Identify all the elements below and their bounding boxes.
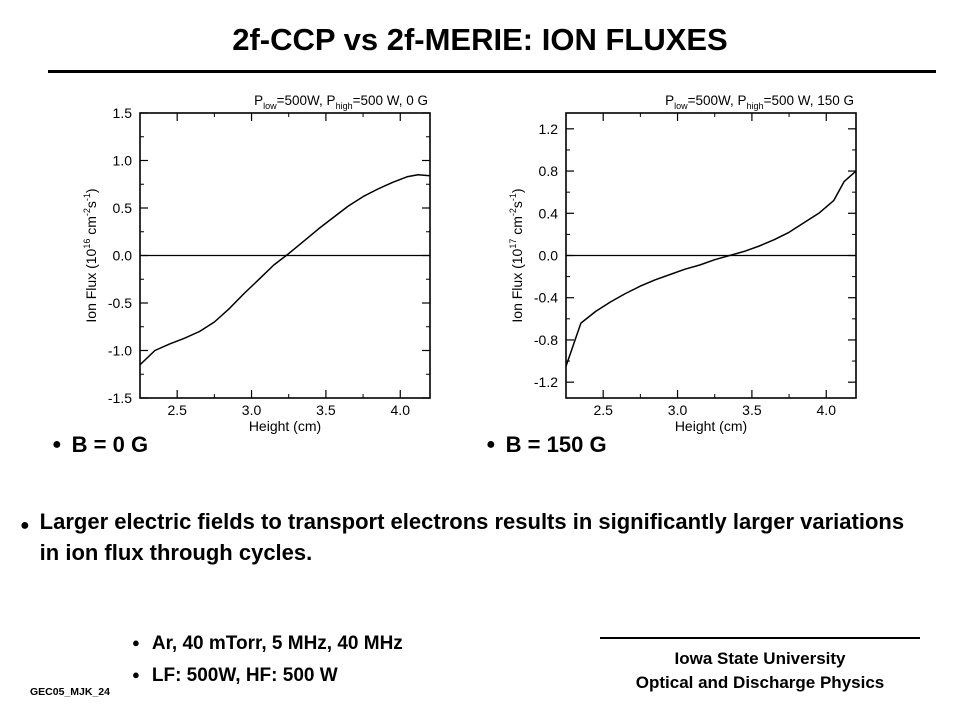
- y-axis-label: Ion Flux (1017 cm-2s-1): [508, 188, 525, 322]
- x-tick-label: 3.5: [316, 402, 336, 418]
- y-label-text: cm: [83, 216, 99, 239]
- caption-b0-text: B = 0 G: [71, 432, 149, 457]
- y-label-exponent: 16: [82, 239, 92, 249]
- y-tick-label: -1.5: [108, 390, 132, 406]
- plot-title-text: P: [665, 93, 674, 108]
- y-tick-label: 1.2: [539, 121, 559, 137]
- y-label-exponent: -2: [82, 208, 92, 216]
- footer-organization: Iowa State University Optical and Discha…: [600, 647, 920, 695]
- y-tick-label: -0.8: [534, 332, 558, 348]
- footer-group: Optical and Discharge Physics: [635, 673, 885, 692]
- footer-divider: [600, 637, 920, 639]
- ion-flux-plot-150G: -1.2 -0.8 -0.4 0.0 0.4 0.8 1.2 2.5 3.0 3.5 4.0 Heig…: [508, 86, 868, 446]
- y-tick-label: -1.2: [534, 374, 558, 390]
- y-tick-label: 1.0: [113, 153, 133, 169]
- y-tick-label: 0.0: [113, 248, 133, 264]
- y-label-text: Ion Flux (10: [83, 248, 99, 322]
- ion-flux-plot-0G: -1.5 -1.0 -0.5 0.0 0.5 1.0 1.5 2.5 3.0 3.5 4.0 Heig…: [82, 86, 442, 446]
- slide-code: GEC05_MJK_24: [30, 686, 110, 698]
- x-tick-label: 4.0: [817, 402, 837, 418]
- footer-university: Iowa State University: [674, 649, 846, 668]
- plot-title-subscript: high: [336, 101, 353, 111]
- plot-title: Plow=500W, Phigh=500 W, 150 G: [665, 93, 854, 111]
- plot-title-text: P: [254, 93, 263, 108]
- main-bullet-text: Larger electric fields to transport elec…: [39, 509, 905, 565]
- y-label-exponent: 17: [508, 239, 518, 249]
- ion-flux-curve: [565, 170, 857, 367]
- x-axis-label: Height (cm): [249, 418, 321, 434]
- plot-title-subscript: high: [747, 101, 764, 111]
- y-label-text: Ion Flux (10: [509, 248, 525, 322]
- plot-title: Plow=500W, Phigh=500 W, 0 G: [254, 93, 428, 111]
- x-tick-label: 3.5: [742, 402, 762, 418]
- caption-b150-text: B = 150 G: [505, 432, 607, 457]
- title-divider: [48, 70, 936, 73]
- y-tick-label: -0.5: [108, 295, 132, 311]
- bullet-icon: ●: [20, 517, 30, 534]
- x-tick-label: 3.0: [668, 402, 688, 418]
- condition-text: Ar, 40 mTorr, 5 MHz, 40 MHz: [151, 633, 403, 654]
- y-tick-label: 0.5: [113, 200, 133, 216]
- plot-title-subscript: low: [674, 101, 688, 111]
- y-tick-label: -1.0: [108, 343, 132, 359]
- y-tick-label: 0.8: [539, 163, 559, 179]
- caption-b0: ● B = 0 G: [52, 432, 148, 458]
- conditions-list: ● Ar, 40 mTorr, 5 MHz, 40 MHz ● LF: 500W, …: [132, 628, 403, 692]
- bullet-icon: ●: [486, 436, 496, 453]
- x-tick-label: 2.5: [593, 402, 613, 418]
- bullet-icon: ●: [132, 667, 140, 682]
- y-tick-label: -0.4: [534, 290, 558, 306]
- main-bullet-point: ● Larger electric fields to transport el…: [20, 506, 920, 568]
- y-tick-label: 0.0: [539, 248, 559, 264]
- ion-flux-plot-0G-svg: -1.5 -1.0 -0.5 0.0 0.5 1.0 1.5 2.5 3.0 3.5 4.0 Heig…: [82, 93, 431, 434]
- condition-item: ● LF: 500W, HF: 500 W: [132, 660, 403, 692]
- y-tick-label: 0.4: [539, 205, 559, 221]
- x-tick-label: 2.5: [167, 402, 187, 418]
- plot-title-text: =500 W, 150 G: [764, 93, 854, 108]
- y-label-exponent: -1: [508, 193, 518, 201]
- x-axis-label: Height (cm): [675, 418, 747, 434]
- caption-b150: ● B = 150 G: [486, 432, 607, 458]
- x-tick-label: 3.0: [242, 402, 262, 418]
- ion-flux-plot-150G-svg: -1.2 -0.8 -0.4 0.0 0.4 0.8 1.2 2.5 3.0 3.5 4.0 Heig…: [508, 93, 857, 434]
- y-label-text: s: [509, 201, 525, 208]
- x-tick-label: 4.0: [391, 402, 411, 418]
- plot-title-text: =500 W, 0 G: [353, 93, 428, 108]
- plot-title-text: =500W, P: [688, 93, 747, 108]
- y-axis-label: Ion Flux (1016 cm-2s-1): [82, 188, 99, 322]
- condition-item: ● Ar, 40 mTorr, 5 MHz, 40 MHz: [132, 628, 403, 660]
- slide-title: 2f-CCP vs 2f-MERIE: ION FLUXES: [232, 22, 728, 57]
- bullet-icon: ●: [52, 436, 62, 453]
- ion-flux-curve: [139, 174, 431, 366]
- plot-title-subscript: low: [263, 101, 277, 111]
- y-label-text: cm: [509, 216, 525, 239]
- y-label-text: s: [83, 201, 99, 208]
- y-label-exponent: -2: [508, 208, 518, 216]
- bullet-icon: ●: [132, 635, 140, 650]
- y-label-text: ): [83, 188, 99, 193]
- condition-text: LF: 500W, HF: 500 W: [151, 665, 338, 686]
- y-tick-label: 1.5: [113, 105, 133, 121]
- y-label-text: ): [509, 188, 525, 193]
- y-label-exponent: -1: [82, 193, 92, 201]
- plot-title-text: =500W, P: [277, 93, 336, 108]
